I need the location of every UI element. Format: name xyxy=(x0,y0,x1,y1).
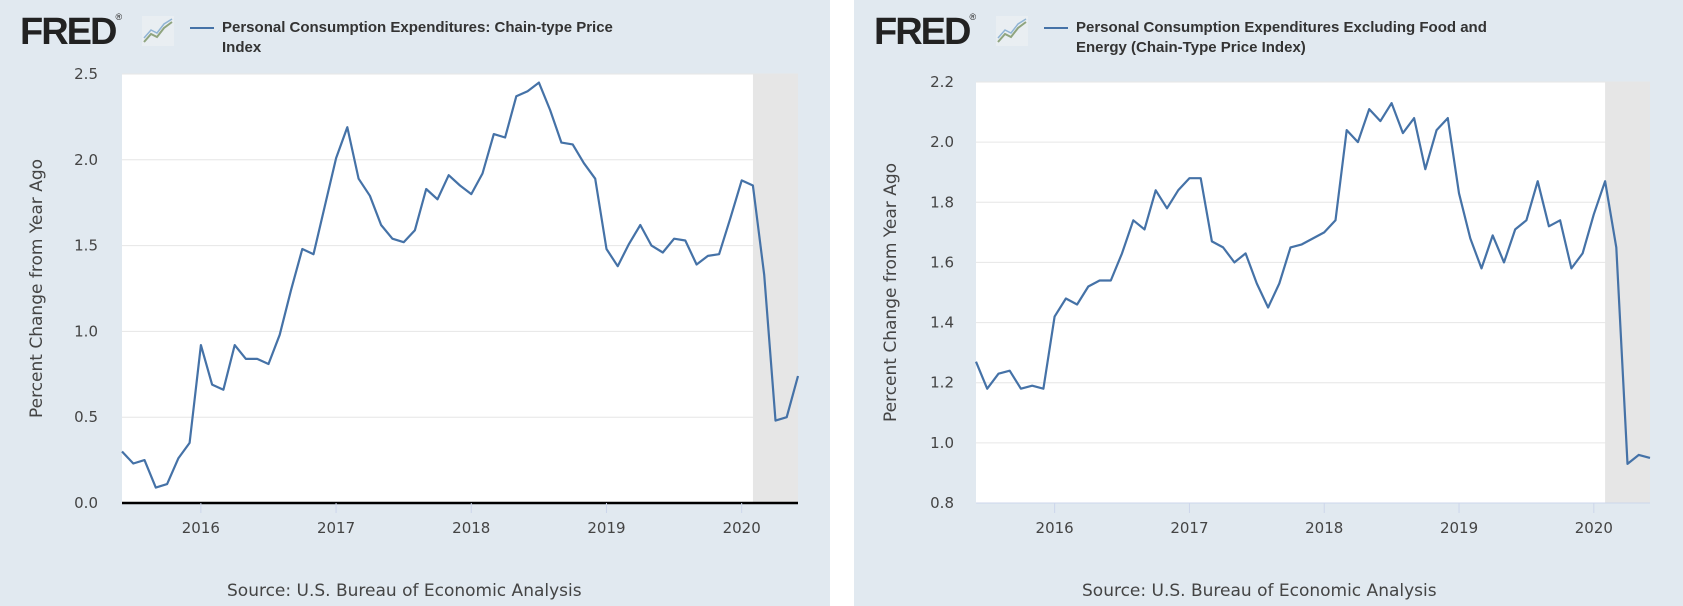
chart-legend: Personal Consumption Expenditures Exclud… xyxy=(1044,18,1506,58)
y-axis-title: Percent Change from Year Ago xyxy=(27,159,47,418)
plot-area xyxy=(122,74,798,503)
x-tick-label: 2019 xyxy=(587,519,625,537)
x-tick-label: 2017 xyxy=(1170,519,1208,537)
y-tick-label: 0.8 xyxy=(930,494,954,512)
fred-logo-registered: ® xyxy=(969,12,977,22)
line-chart: 0.0 0.5 1.0 1.5 2.0 2.5 2016 2017 2018 2019 2020 Pe… xyxy=(27,65,800,537)
source-note: Source: U.S. Bureau of Economic Analysis xyxy=(227,581,582,601)
fred-logo[interactable]: FRED® xyxy=(20,11,174,53)
y-tick-label: 1.4 xyxy=(930,314,954,332)
x-tick-label: 2016 xyxy=(1036,519,1074,537)
legend-line-swatch xyxy=(190,27,214,29)
legend-label: Personal Consumption Expenditures: Chain… xyxy=(222,19,613,56)
chart-panel-pce: FRED® Personal Consumption Expenditures:… xyxy=(0,0,830,606)
y-tick-label: 2.0 xyxy=(930,133,954,151)
x-tick-label: 2018 xyxy=(1305,519,1343,537)
panel-divider xyxy=(830,0,854,606)
chart-legend: Personal Consumption Expenditures: Chain… xyxy=(190,18,652,58)
recession-band xyxy=(1605,82,1650,503)
plot-area xyxy=(976,82,1650,503)
y-tick-label: 1.8 xyxy=(930,193,954,211)
x-tick-label: 2019 xyxy=(1440,519,1478,537)
line-graph-icon xyxy=(142,16,174,46)
x-tick-label: 2016 xyxy=(182,519,220,537)
line-chart: 0.8 1.0 1.2 1.4 1.6 1.8 2.0 2.2 2016 2017 2018 2019… xyxy=(881,73,1651,537)
y-tick-label: 0.5 xyxy=(74,408,98,426)
y-tick-label: 1.0 xyxy=(74,322,98,340)
legend-line-swatch xyxy=(1044,27,1068,29)
y-tick-label: 2.0 xyxy=(74,151,98,169)
y-tick-label: 2.5 xyxy=(74,65,98,83)
series-line xyxy=(121,81,800,489)
y-tick-label: 0.0 xyxy=(74,494,98,512)
x-tick-label: 2020 xyxy=(723,519,761,537)
fred-logo-text: FRED xyxy=(20,11,117,53)
y-tick-label: 1.5 xyxy=(74,237,98,255)
x-tick-label: 2020 xyxy=(1575,519,1613,537)
recession-band xyxy=(752,74,798,503)
x-tick-label: 2017 xyxy=(317,519,355,537)
source-note: Source: U.S. Bureau of Economic Analysis xyxy=(1082,581,1437,601)
fred-logo[interactable]: FRED® xyxy=(874,11,1028,53)
legend-label: Personal Consumption Expenditures Exclud… xyxy=(1076,19,1487,56)
y-tick-label: 2.2 xyxy=(930,73,954,91)
chart-panel-core-pce: FRED® Personal Consumption Expenditures … xyxy=(854,0,1683,606)
y-axis-title: Percent Change from Year Ago xyxy=(881,163,901,422)
fred-logo-text: FRED xyxy=(874,11,971,53)
fred-logo-registered: ® xyxy=(115,12,123,22)
y-tick-label: 1.0 xyxy=(930,434,954,452)
y-tick-label: 1.6 xyxy=(930,253,954,271)
series-line xyxy=(974,101,1651,465)
y-tick-label: 1.2 xyxy=(930,374,954,392)
line-graph-icon xyxy=(996,16,1028,46)
x-tick-label: 2018 xyxy=(452,519,490,537)
